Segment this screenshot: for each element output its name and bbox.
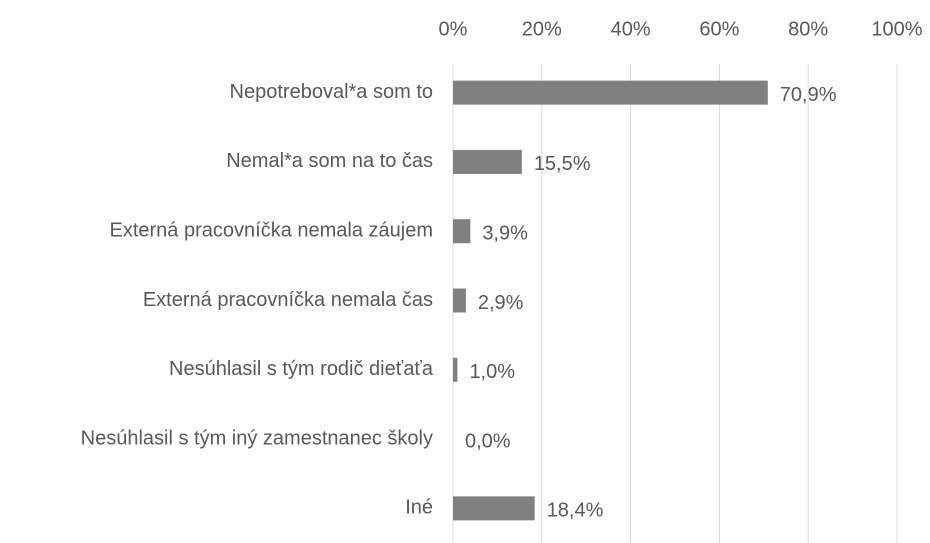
y-tick-label: Nemal*a som na to čas <box>226 150 433 172</box>
bar <box>453 149 522 174</box>
data-label: 1,0% <box>469 361 515 383</box>
y-tick-label: Nesúhlasil s tým rodič dieťaťa <box>169 358 434 380</box>
data-label: 15,5% <box>534 153 591 175</box>
bar <box>453 357 458 382</box>
x-tick-label: 20% <box>522 18 562 40</box>
y-tick-label: Externá pracovníčka nemala čas <box>143 289 433 311</box>
x-tick-label: 40% <box>611 18 651 40</box>
data-label: 2,9% <box>478 292 524 314</box>
y-tick-label: Nesúhlasil s tým iný zamestnanec školy <box>81 427 433 449</box>
x-tick-label: 100% <box>871 18 922 40</box>
x-tick-label: 80% <box>788 18 828 40</box>
y-tick-label: Externá pracovníčka nemala záujem <box>110 219 434 241</box>
bar <box>453 219 471 244</box>
data-label: 0,0% <box>465 430 511 452</box>
data-label: 70,9% <box>780 84 837 106</box>
y-tick-label: Nepotreboval*a som to <box>230 81 433 103</box>
bar <box>453 80 768 105</box>
data-label: 18,4% <box>547 500 604 522</box>
data-label: 3,9% <box>482 222 528 244</box>
x-tick-label: 0% <box>439 18 468 40</box>
x-tick-label: 60% <box>699 18 739 40</box>
bar <box>453 496 535 521</box>
bar <box>453 288 466 313</box>
y-tick-label: Iné <box>405 497 433 519</box>
